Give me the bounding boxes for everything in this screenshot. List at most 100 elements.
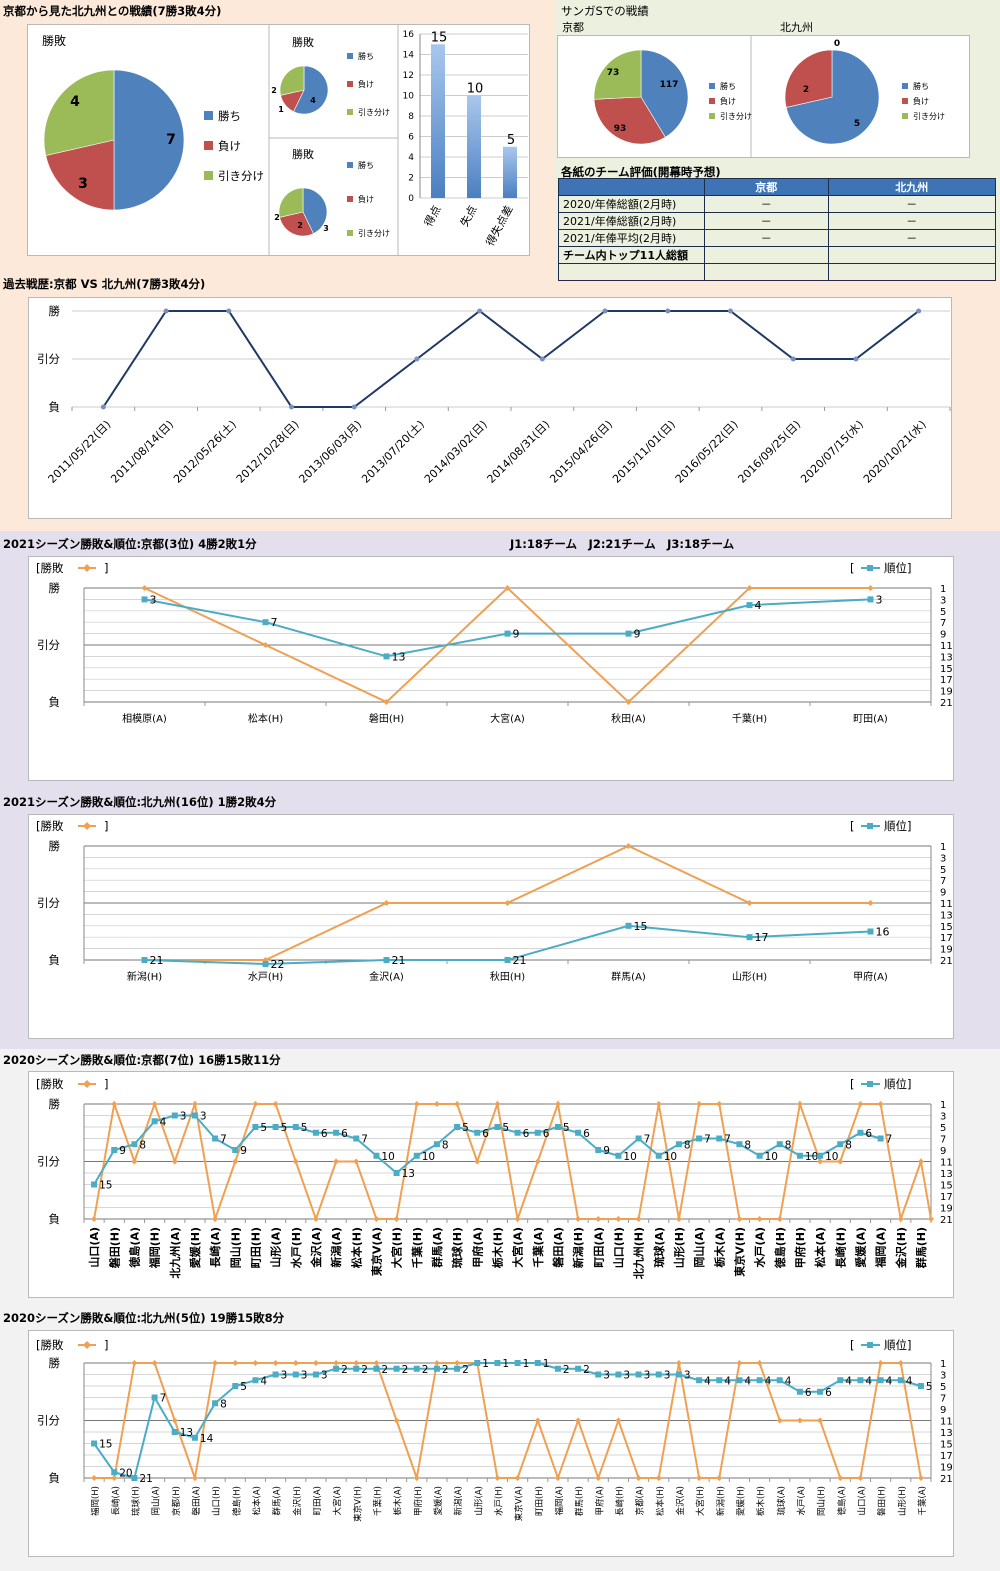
x-tick-label: 水戸(H) (248, 971, 283, 983)
result-point (867, 585, 874, 591)
rank-point (393, 1365, 400, 1372)
result-point (373, 1360, 380, 1366)
top-title: 京都から見た北九州との戦績(7勝3敗4分) (3, 4, 222, 18)
result-point (837, 1475, 844, 1481)
x-tick-label: 千葉(H) (372, 1486, 383, 1516)
rank-data-label: 3 (321, 1370, 328, 1382)
eval-cell: － (704, 212, 829, 230)
x-tick-label: 磐田(H) (107, 1227, 121, 1268)
rank-line (93, 1114, 881, 1186)
rank-data-label: 5 (926, 1381, 933, 1393)
history-point (477, 308, 483, 314)
x-tick-label: 磐田(H) (369, 712, 404, 725)
eval-cell: － (704, 229, 829, 247)
legend-swatch (902, 113, 908, 119)
result-point (776, 1216, 783, 1222)
rank-data-label: 4 (704, 1375, 711, 1387)
pie-slice (43, 69, 115, 156)
rank-data-label: 16 (876, 926, 890, 939)
rank-point (625, 922, 632, 929)
x-tick-label: 失点 (458, 203, 480, 229)
history-point (853, 356, 859, 362)
rank-data-label: 13 (402, 1168, 415, 1180)
x-tick-label: 徳島(H) (231, 1486, 242, 1516)
result-point (191, 1475, 198, 1481)
x-tick-label: 2015/04/26(日) (547, 418, 615, 486)
rank-point (716, 1135, 723, 1142)
rank-data-label: 7 (704, 1134, 711, 1146)
rank-point (867, 596, 874, 603)
eval-cell (827, 246, 997, 264)
rank-point (373, 1152, 380, 1159)
x-tick-label: 栃木(A) (712, 1227, 726, 1268)
legend-result-marker (83, 1080, 91, 1088)
rank-data-label: 4 (906, 1375, 913, 1387)
result-point (897, 1360, 904, 1366)
rank-tick-label: 21 (940, 1474, 953, 1485)
eval-row: チーム内トップ11人総額 (558, 246, 997, 264)
x-tick-label: 新潟(H) (127, 970, 162, 983)
rank-point (575, 1365, 582, 1372)
x-tick-label: 岡山(A) (151, 1486, 162, 1515)
x-tick-label: 松本(A) (813, 1227, 827, 1268)
x-tick-label: 愛媛(A) (853, 1227, 867, 1268)
result-point (696, 1475, 703, 1481)
result-point (877, 1360, 884, 1366)
team-counts: J1:18チーム J2:21チーム J3:18チーム (510, 537, 735, 551)
result-point (756, 1360, 763, 1366)
rank-point (353, 1365, 360, 1372)
rank-point (272, 1124, 279, 1130)
result-point (534, 1158, 541, 1165)
legend-rank-label: 順位] (884, 561, 912, 575)
x-tick-label: 岡山(H) (816, 1486, 827, 1516)
rank-point (595, 1371, 602, 1378)
rank-point (474, 1129, 481, 1136)
result-point (575, 1417, 582, 1424)
rank-point (292, 1124, 299, 1130)
rank-data-label: 3 (200, 1111, 207, 1123)
x-tick-label: 山形(H) (672, 1227, 686, 1268)
result-point (312, 1216, 319, 1222)
rank-data-label: 5 (462, 1122, 469, 1134)
rank-tick-label: 13 (940, 1428, 953, 1439)
rank-data-label: 7 (271, 616, 278, 629)
rank-tick-label: 13 (940, 1169, 953, 1180)
pie-title: 勝敗 (42, 33, 66, 48)
rank-point (131, 1475, 138, 1481)
rank-data-label: 6 (523, 1128, 530, 1140)
rank-data-label: 10 (623, 1151, 636, 1163)
legend-label: 勝ち (358, 51, 374, 61)
rank-point (776, 1141, 783, 1148)
eval-cell (704, 263, 829, 281)
result-point (554, 1475, 561, 1481)
rank-point (917, 1383, 924, 1389)
pie-data-label: 2 (297, 221, 303, 230)
rank-data-label: 9 (603, 1145, 610, 1157)
y-tick-label: 負 (49, 1212, 61, 1226)
rank-data-label: 2 (361, 1364, 368, 1376)
rank-tick-label: 3 (940, 853, 946, 864)
pie-data-label: 7 (166, 132, 176, 148)
x-tick-label: 2013/07/20(土) (359, 418, 427, 486)
rank-data-label: 7 (160, 1393, 167, 1405)
x-tick-label: 愛媛(H) (188, 1227, 202, 1268)
rank-tick-label: 11 (940, 1417, 953, 1428)
y-tick-label: 引分 (37, 1414, 60, 1428)
pie-title: 勝敗 (292, 147, 314, 161)
rank-point (151, 1118, 158, 1125)
rank-data-label: 10 (825, 1151, 838, 1163)
eval-cell: － (827, 229, 997, 247)
x-tick-label: 京都(H) (171, 1486, 182, 1516)
rank-point (877, 1135, 884, 1142)
rank-data-label: 4 (160, 1116, 167, 1128)
y-tick-label: 勝 (49, 304, 61, 318)
rank-point (615, 1152, 622, 1159)
legend-swatch (204, 171, 213, 180)
rank-data-label: 4 (785, 1375, 792, 1387)
result-point (494, 1101, 501, 1107)
legend-bracket: ] (104, 1338, 109, 1352)
x-tick-label: 甲府(A) (853, 970, 888, 983)
legend-result-label: [勝敗 (36, 1077, 64, 1091)
x-tick-label: 甲府(A) (470, 1227, 484, 1268)
